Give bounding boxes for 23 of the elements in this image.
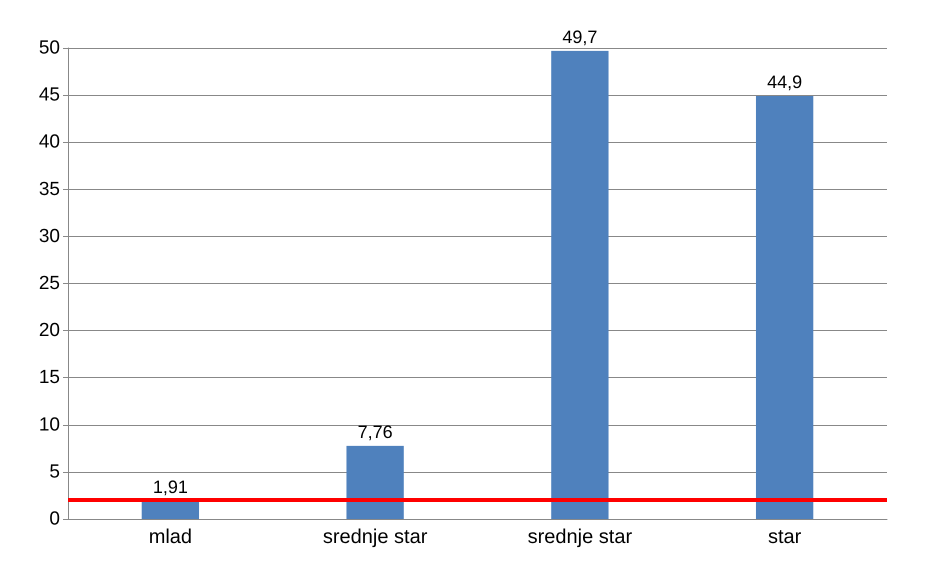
data-label: 44,9 [767,72,802,92]
y-tick-label: 45 [38,84,60,106]
y-tick-label: 15 [38,367,60,388]
y-tick-label: 50 [38,38,60,58]
x-tick-label: srednje star [528,526,632,548]
bar [142,501,200,519]
y-tick-label: 40 [38,132,60,153]
data-label: 49,7 [562,26,598,47]
bar [756,96,814,519]
bar [551,50,609,519]
y-tick-label: 10 [38,414,60,436]
bar [346,446,404,519]
y-tick-label: 35 [38,178,60,200]
y-tick-label: 30 [38,226,60,247]
x-tick-label: mlad [148,526,192,548]
y-tick-label: 5 [49,461,60,482]
data-label: 1,91 [152,477,188,498]
y-tick-label: 0 [49,508,60,530]
x-tick-label: star [768,526,802,548]
y-tick-label: 20 [38,320,60,342]
data-label: 7,76 [358,422,393,442]
x-tick-label: srednje star [322,526,428,548]
y-tick-label: 25 [38,273,60,294]
